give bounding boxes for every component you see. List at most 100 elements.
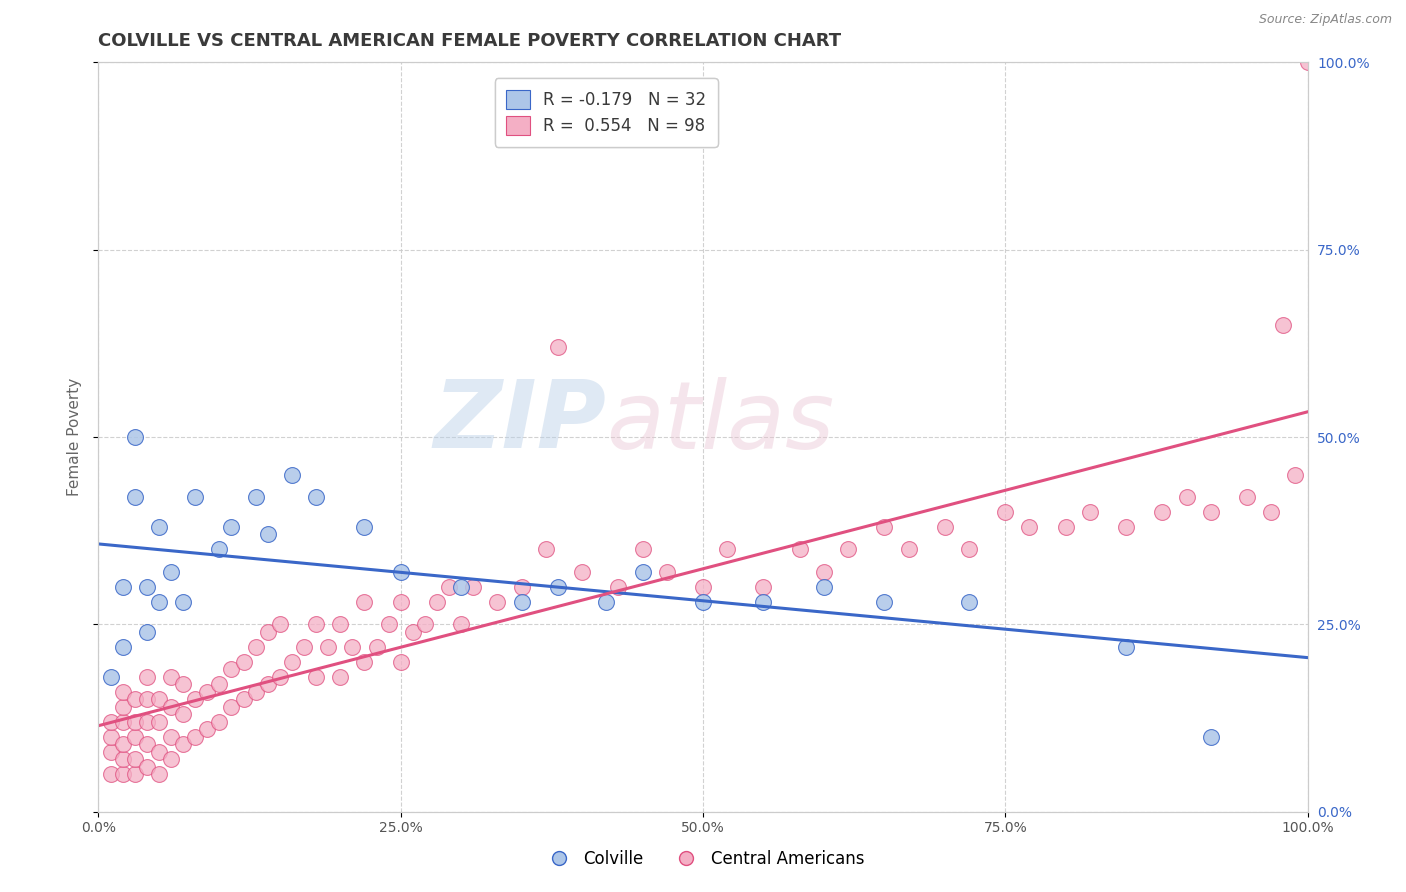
Point — [1284, 467, 1306, 482]
Point — [655, 565, 678, 579]
Point — [1236, 490, 1258, 504]
Point — [1152, 505, 1174, 519]
Point — [692, 580, 714, 594]
Point — [124, 490, 146, 504]
Point — [1018, 520, 1040, 534]
Point — [148, 595, 170, 609]
Text: COLVILLE VS CENTRAL AMERICAN FEMALE POVERTY CORRELATION CHART: COLVILLE VS CENTRAL AMERICAN FEMALE POVE… — [98, 32, 842, 50]
Point — [111, 752, 134, 766]
Point — [111, 767, 134, 781]
Point — [389, 565, 412, 579]
Point — [1115, 640, 1137, 654]
Point — [571, 565, 593, 579]
Point — [716, 542, 738, 557]
Point — [124, 752, 146, 766]
Point — [160, 752, 183, 766]
Point — [221, 699, 243, 714]
Point — [232, 655, 254, 669]
Point — [463, 580, 485, 594]
Point — [221, 520, 243, 534]
Point — [256, 527, 278, 541]
Point — [631, 542, 654, 557]
Point — [305, 490, 328, 504]
Point — [124, 692, 146, 706]
Point — [547, 580, 569, 594]
Point — [195, 723, 218, 737]
Point — [329, 670, 352, 684]
Point — [135, 580, 157, 594]
Point — [1199, 505, 1222, 519]
Point — [547, 340, 569, 354]
Point — [994, 505, 1017, 519]
Point — [172, 677, 194, 691]
Point — [148, 520, 170, 534]
Point — [837, 542, 859, 557]
Point — [111, 699, 134, 714]
Point — [413, 617, 436, 632]
Point — [1260, 505, 1282, 519]
Point — [281, 467, 304, 482]
Point — [873, 520, 896, 534]
Point — [100, 714, 122, 729]
Point — [135, 714, 157, 729]
Point — [486, 595, 509, 609]
Point — [353, 520, 375, 534]
Point — [292, 640, 315, 654]
Point — [111, 580, 134, 594]
Point — [329, 617, 352, 632]
Point — [897, 542, 920, 557]
Point — [208, 677, 231, 691]
Point — [934, 520, 956, 534]
Point — [1078, 505, 1101, 519]
Point — [957, 595, 980, 609]
Point — [450, 580, 472, 594]
Point — [305, 670, 328, 684]
Point — [631, 565, 654, 579]
Point — [195, 685, 218, 699]
Point — [124, 714, 146, 729]
Point — [160, 699, 183, 714]
Point — [510, 580, 533, 594]
Point — [208, 714, 231, 729]
Point — [135, 760, 157, 774]
Text: Source: ZipAtlas.com: Source: ZipAtlas.com — [1258, 13, 1392, 27]
Point — [607, 580, 630, 594]
Point — [873, 595, 896, 609]
Point — [426, 595, 449, 609]
Point — [450, 617, 472, 632]
Point — [353, 595, 375, 609]
Point — [160, 730, 183, 744]
Point — [692, 595, 714, 609]
Point — [245, 490, 267, 504]
Point — [1199, 730, 1222, 744]
Point — [595, 595, 617, 609]
Point — [135, 737, 157, 751]
Point — [256, 624, 278, 639]
Point — [172, 595, 194, 609]
Point — [160, 565, 183, 579]
Point — [305, 617, 328, 632]
Point — [377, 617, 399, 632]
Point — [269, 670, 291, 684]
Point — [789, 542, 811, 557]
Point — [111, 640, 134, 654]
Point — [111, 685, 134, 699]
Point — [124, 767, 146, 781]
Point — [124, 730, 146, 744]
Point — [402, 624, 425, 639]
Point — [389, 655, 412, 669]
Point — [172, 707, 194, 722]
Point — [184, 730, 207, 744]
Point — [1296, 55, 1319, 70]
Point — [124, 430, 146, 444]
Legend: Colville, Central Americans: Colville, Central Americans — [536, 844, 870, 875]
Point — [957, 542, 980, 557]
Legend: R = -0.179   N = 32, R =  0.554   N = 98: R = -0.179 N = 32, R = 0.554 N = 98 — [495, 78, 718, 147]
Point — [342, 640, 364, 654]
Point — [208, 542, 231, 557]
Point — [245, 685, 267, 699]
Point — [135, 624, 157, 639]
Point — [353, 655, 375, 669]
Point — [148, 692, 170, 706]
Point — [316, 640, 339, 654]
